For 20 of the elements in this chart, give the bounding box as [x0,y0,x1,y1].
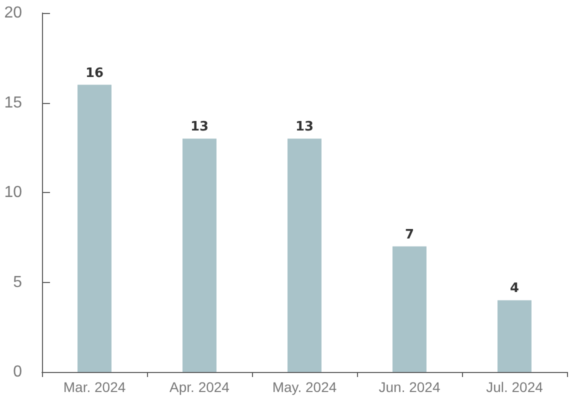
x-tick-label: May. 2024 [272,379,337,395]
y-tick-label: 20 [4,4,22,22]
bar [78,84,112,372]
x-tick-label: Jun. 2024 [378,379,440,395]
x-tick-label: Jul. 2024 [486,379,544,395]
x-tick-label: Mar. 2024 [63,379,126,395]
y-tick-label: 0 [13,364,22,380]
data-label: 16 [85,66,104,81]
bar [498,300,532,372]
data-label: 4 [510,281,520,296]
bar [182,138,216,372]
bar [288,138,322,372]
y-tick-label: 10 [4,184,22,201]
data-label: 7 [404,227,414,242]
y-tick-label: 5 [13,274,22,291]
x-tick-label: Apr. 2024 [170,379,230,395]
bar [392,246,426,372]
y-tick-label: 15 [4,94,22,112]
data-label: 13 [190,120,209,135]
data-label: 13 [295,120,314,135]
